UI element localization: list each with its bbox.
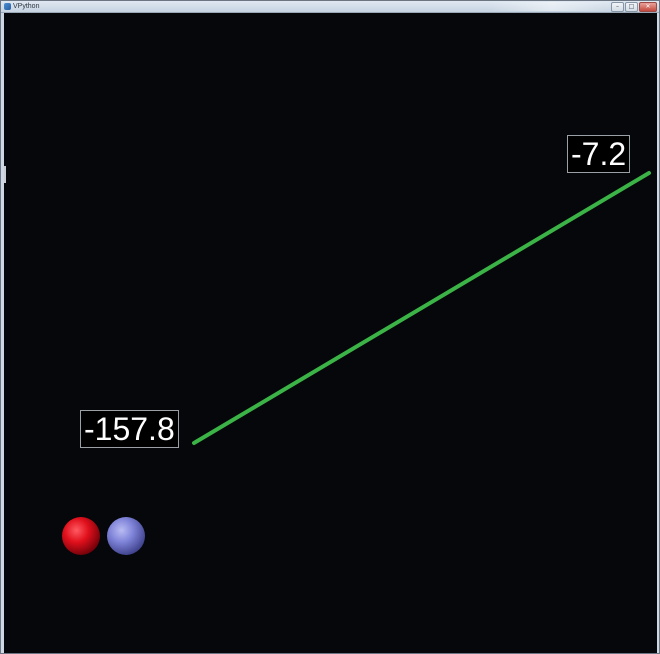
line-end-label: -7.2 [567, 135, 631, 173]
line-start-label: -157.8 [80, 410, 179, 448]
3d-canvas[interactable]: -157.8 -7.2 [4, 13, 657, 653]
app-icon [4, 3, 11, 10]
title-bar-highlight [489, 2, 615, 11]
maximize-button[interactable]: □ [625, 2, 638, 12]
window-title: VPython [13, 3, 40, 10]
blue-sphere [107, 517, 145, 555]
window-controls: – □ ✕ [611, 2, 657, 12]
green-trail-line [192, 171, 651, 445]
close-button[interactable]: ✕ [639, 2, 657, 12]
canvas-edge-marker [4, 166, 6, 183]
scene-graphics [62, 171, 651, 555]
red-sphere [62, 517, 100, 555]
title-bar[interactable]: VPython – □ ✕ [1, 1, 659, 13]
minimize-button[interactable]: – [611, 2, 624, 12]
